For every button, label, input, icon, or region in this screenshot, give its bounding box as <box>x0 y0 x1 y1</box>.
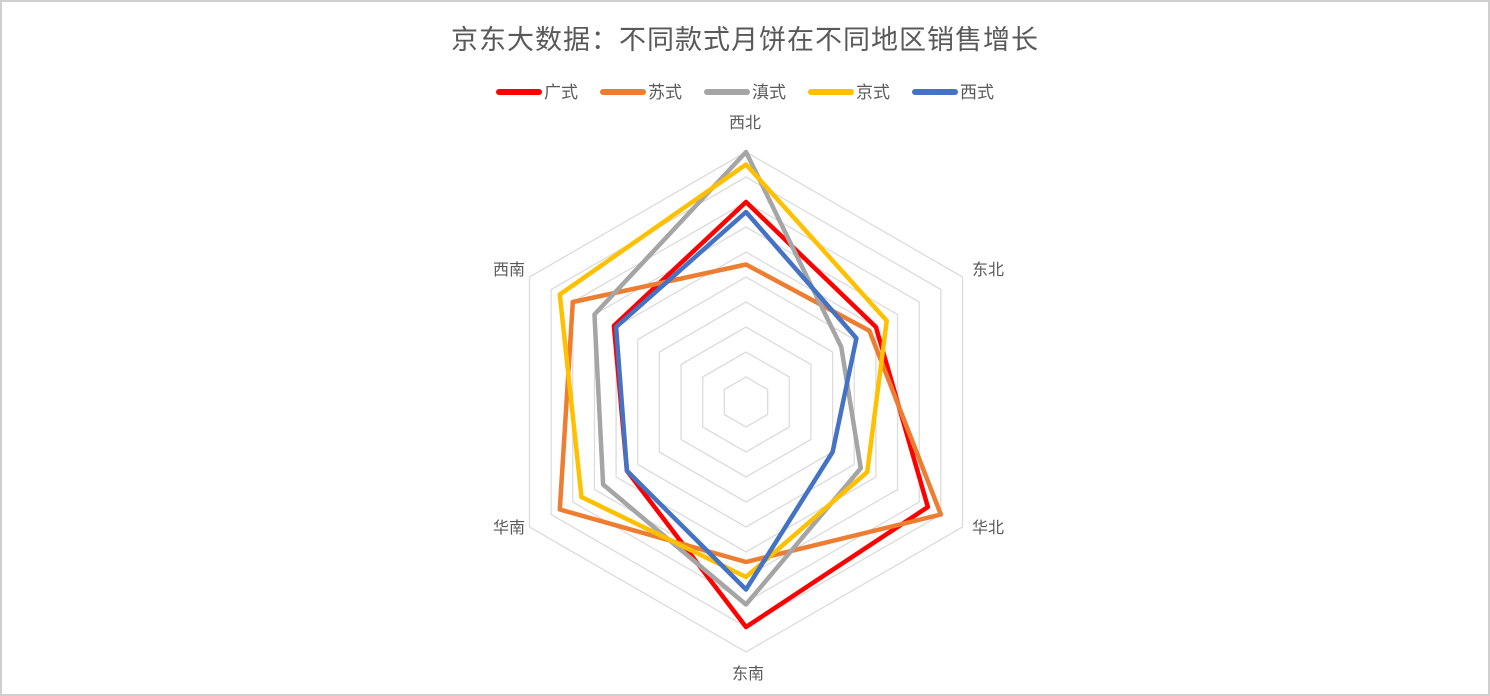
axis-label-huabei: 华北 <box>972 520 1005 537</box>
legend-label: 京式 <box>856 82 890 102</box>
legend-label: 滇式 <box>752 82 786 102</box>
legend-item-guangshi[interactable]: 广式 <box>496 84 578 101</box>
chart-title: 京东大数据：不同款式月饼在不同地区销售增长 <box>451 25 1039 55</box>
axis-label-dongbei: 东北 <box>972 262 1005 279</box>
legend-swatch-icon <box>600 89 646 95</box>
legend-label: 广式 <box>544 82 578 102</box>
legend-swatch-icon <box>496 89 542 95</box>
legend: 广式 苏式 滇式 京式 西式 <box>2 81 1488 103</box>
legend-swatch-icon <box>704 89 750 95</box>
legend-label: 西式 <box>960 82 994 102</box>
legend-swatch-icon <box>808 89 854 95</box>
legend-swatch-icon <box>912 89 958 95</box>
axis-label-huanan: 华南 <box>492 520 525 537</box>
legend-item-jingshi[interactable]: 京式 <box>808 84 890 101</box>
legend-item-dianshi[interactable]: 滇式 <box>704 84 786 101</box>
axis-label-xinan: 西南 <box>492 262 525 279</box>
axis-label-dongnan: 东南 <box>731 666 765 683</box>
legend-label: 苏式 <box>648 82 682 102</box>
legend-item-sushi[interactable]: 苏式 <box>600 84 682 101</box>
axis-label-xibei: 西北 <box>728 115 762 132</box>
legend-item-xishi[interactable]: 西式 <box>912 84 994 101</box>
